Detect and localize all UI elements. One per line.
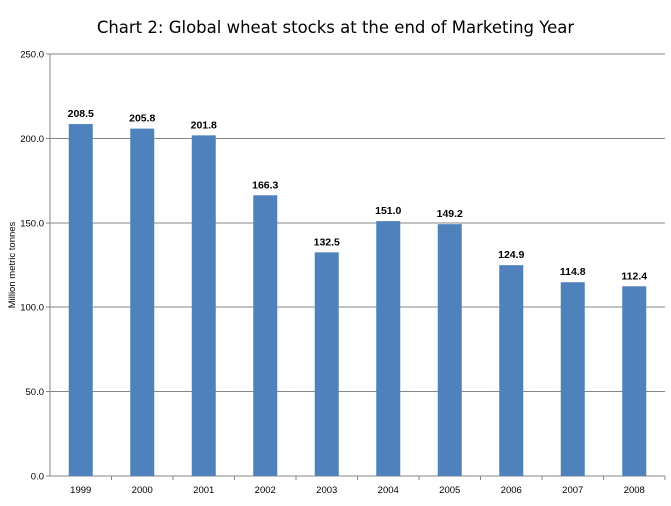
x-tick-label: 2000	[132, 485, 153, 496]
chart-title: Chart 2: Global wheat stocks at the end …	[96, 18, 575, 37]
data-label: 208.5	[68, 108, 94, 120]
x-tick-label: 2008	[624, 485, 645, 496]
data-labels: 208.5 205.8 201.8 166.3 132.5 151.0 149.2 124.9…	[68, 108, 648, 282]
y-tick-label: 250.0	[20, 50, 44, 61]
x-tick-label: 2003	[316, 485, 337, 496]
data-label: 166.3	[252, 179, 278, 191]
data-label: 112.4	[621, 270, 647, 282]
bar	[376, 221, 401, 476]
x-tick-label: 2007	[562, 485, 583, 496]
data-label: 132.5	[314, 236, 340, 248]
bar	[437, 224, 462, 476]
y-tick-labels: 0.0 50.0 100.0 150.0 200.0 250.0	[20, 50, 44, 483]
bar	[622, 286, 647, 476]
data-label: 149.2	[437, 208, 463, 220]
data-label: 124.9	[498, 249, 524, 261]
x-tick-label: 2004	[378, 485, 399, 496]
bar	[253, 195, 278, 477]
y-tick-label: 200.0	[20, 134, 44, 145]
data-label: 205.8	[129, 113, 155, 125]
bar	[191, 135, 216, 476]
x-tick-label: 2005	[439, 485, 460, 496]
bar	[68, 124, 93, 476]
x-tick-label: 2001	[193, 485, 214, 496]
x-tick-label: 2006	[501, 485, 522, 496]
y-tick-label: 100.0	[20, 303, 44, 314]
y-tick-label: 0.0	[31, 472, 44, 483]
bars	[68, 124, 647, 477]
bar	[314, 252, 339, 476]
bar	[130, 128, 155, 476]
data-label: 201.8	[191, 119, 217, 131]
y-axis-title: Million metric tonnes	[7, 221, 18, 308]
bar	[499, 265, 524, 476]
x-tick-label: 1999	[70, 485, 91, 496]
x-tick-label: 2002	[255, 485, 276, 496]
data-label: 151.0	[375, 205, 401, 217]
data-label: 114.8	[560, 266, 586, 278]
bar	[560, 282, 585, 476]
y-tick-label: 50.0	[26, 387, 45, 398]
y-tick-label: 150.0	[20, 218, 44, 229]
x-tick-labels: 1999 2000 2001 2002 2003 2004 2005 2006 2007 2008	[70, 476, 666, 496]
